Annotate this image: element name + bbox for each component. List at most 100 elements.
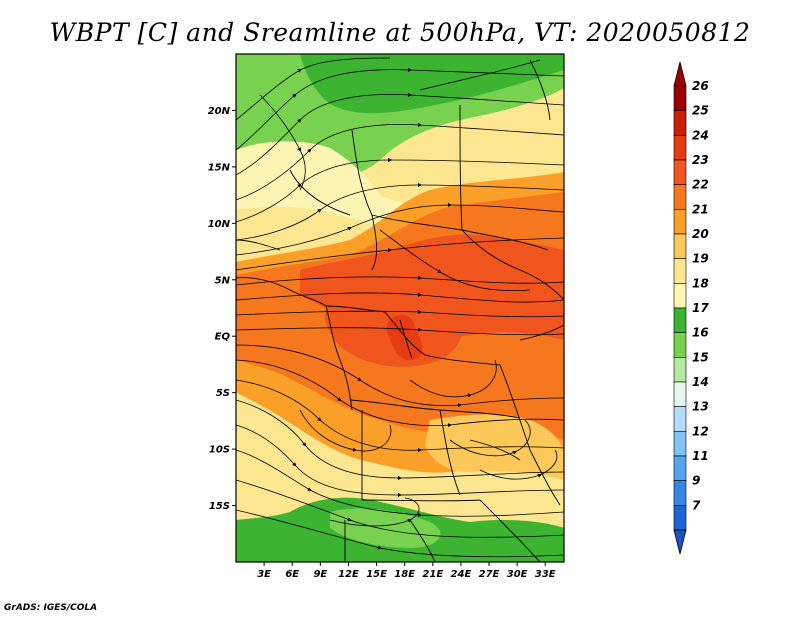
- colorbar-swatch: [673, 431, 687, 457]
- border-line: [384, 311, 501, 366]
- colorbar-label: 24: [692, 128, 709, 142]
- lon-tick-label: 6E: [285, 569, 299, 580]
- colorbar-swatch: [673, 135, 687, 161]
- colorbar-swatch: [673, 283, 687, 309]
- streamline: [236, 327, 564, 336]
- colorbar-label: 13: [692, 400, 709, 414]
- map-frame: [235, 53, 565, 563]
- lon-tick-label: 15E: [366, 569, 387, 580]
- latitude-axis: 20N 15N 10N 5N EQ 5S 10S 15S: [208, 106, 236, 512]
- colorbar-label: 12: [692, 424, 709, 438]
- border-line: [479, 499, 541, 562]
- streamline: [419, 59, 541, 91]
- streamline: [236, 237, 564, 271]
- lon-tick-label: 27E: [479, 569, 500, 580]
- colorbar-label: 25: [692, 104, 709, 118]
- border-line: [236, 239, 281, 251]
- colorbar-swatch: [673, 307, 687, 333]
- colorbar-swatch: [673, 480, 687, 506]
- streamline: [236, 479, 564, 538]
- streamline: [236, 158, 564, 223]
- streamline: [236, 292, 564, 303]
- lon-tick-label: 9E: [313, 569, 327, 580]
- colorbar-label: 9: [692, 474, 700, 488]
- lat-tick-label: 5S: [216, 388, 230, 399]
- streamline: [379, 229, 531, 292]
- colorbar-swatch: [673, 159, 687, 185]
- streamlines: [236, 57, 564, 558]
- colorbar-top-arrow: [673, 61, 687, 87]
- lon-tick-label: 24E: [451, 569, 472, 580]
- map-title: WBPT [C] and Sreamline at 500hPa, VT: 20…: [49, 18, 751, 47]
- colorbar-swatch: [673, 332, 687, 358]
- colorbar-label: 23: [692, 153, 709, 167]
- lon-tick-label: 18E: [394, 569, 415, 580]
- streamline: [236, 57, 391, 121]
- streamline: [259, 94, 306, 191]
- colorbar-bottom-arrow: [673, 529, 687, 555]
- streamline: [236, 275, 564, 286]
- lat-tick-label: 10N: [208, 219, 231, 230]
- colorbar-swatch: [673, 406, 687, 432]
- colorbar-label: 7: [692, 498, 701, 512]
- colorbar-swatch: [673, 258, 687, 284]
- border-line: [349, 399, 521, 419]
- streamline: [479, 449, 558, 480]
- colorbar-label: 20: [692, 227, 709, 241]
- border-line: [469, 439, 521, 461]
- lat-tick-label: 15S: [209, 501, 230, 512]
- border-line: [459, 104, 463, 231]
- streamline: [236, 509, 564, 558]
- colorbar: 26 25 24 23 22 21 20 19 18 17 16 15 14 13 12 11 9 7: [673, 61, 709, 555]
- longitude-axis: 3E 6E 9E 12E 15E 18E 21E 24E 27E 30E 33E: [257, 562, 556, 580]
- streamline: [236, 183, 564, 241]
- colorbar-swatch: [673, 85, 687, 111]
- colorbar-label: 11: [692, 449, 709, 463]
- streamline: [236, 309, 564, 318]
- border-line: [289, 169, 351, 216]
- border-line: [371, 214, 378, 271]
- colorbar-label: 22: [692, 178, 709, 192]
- streamline: [449, 419, 531, 457]
- lon-tick-label: 21E: [422, 569, 443, 580]
- lat-tick-label: 10S: [209, 445, 230, 456]
- lon-tick-label: 12E: [338, 569, 359, 580]
- shade-24-spot: [386, 314, 423, 361]
- streamline: [409, 359, 497, 398]
- border-line: [325, 305, 386, 313]
- colorbar-swatch: [673, 233, 687, 259]
- country-borders: [236, 59, 564, 562]
- colorbar-swatch: [673, 184, 687, 210]
- lon-tick-label: 30E: [507, 569, 528, 580]
- border-line: [519, 324, 564, 341]
- lat-tick-label: 15N: [208, 162, 231, 173]
- border-line: [529, 59, 551, 121]
- colorbar-swatch: [673, 505, 687, 531]
- border-line: [461, 229, 564, 301]
- border-line: [351, 129, 373, 216]
- grads-credit: GrADS: IGES/COLA: [4, 603, 98, 613]
- streamline: [329, 497, 420, 527]
- colorbar-label: 15: [692, 350, 709, 364]
- border-line: [409, 519, 436, 562]
- colorbar-swatch: [673, 110, 687, 136]
- colorbar-label: 16: [692, 326, 709, 340]
- colorbar-swatch: [673, 455, 687, 481]
- colorbar-label: 14: [692, 375, 709, 389]
- colorbar-label: 17: [692, 301, 709, 315]
- lat-tick-label: EQ: [215, 332, 231, 343]
- colorbar-label: 21: [692, 202, 709, 216]
- wbpt-shading: [236, 54, 564, 562]
- lat-tick-label: 20N: [208, 106, 231, 117]
- lat-tick-label: 5N: [215, 275, 231, 286]
- colorbar-label: 19: [692, 252, 709, 266]
- streamline: [236, 67, 564, 151]
- colorbar-label: 26: [692, 79, 709, 93]
- colorbar-label: 18: [692, 276, 709, 290]
- border-line: [399, 319, 413, 359]
- lon-tick-label: 33E: [535, 569, 556, 580]
- colorbar-swatch: [673, 381, 687, 407]
- border-line: [361, 499, 481, 502]
- border-line: [499, 364, 561, 506]
